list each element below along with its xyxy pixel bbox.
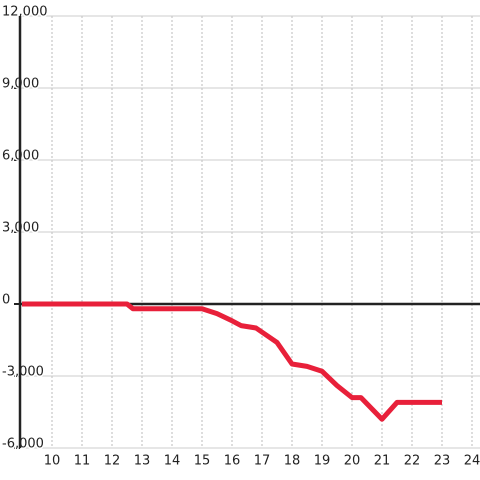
x-tick-label: 22 — [404, 454, 421, 469]
x-tick-label: 21 — [374, 454, 391, 469]
x-tick-label: 17 — [254, 454, 271, 469]
x-tick-label: 20 — [344, 454, 361, 469]
x-tick-label: 15 — [194, 454, 211, 469]
x-tick-label: 24 — [464, 454, 480, 469]
y-tick-label: -6,000 — [2, 437, 44, 452]
x-tick-label: 13 — [134, 454, 151, 469]
x-tick-label: 14 — [164, 454, 181, 469]
x-tick-label: 16 — [224, 454, 241, 469]
x-tick-label: 19 — [314, 454, 331, 469]
x-tick-label: 10 — [44, 454, 61, 469]
y-tick-label: 12,000 — [2, 5, 48, 20]
y-tick-label: -3,000 — [2, 365, 44, 380]
y-tick-label: 0 — [2, 293, 10, 308]
x-tick-label: 12 — [104, 454, 121, 469]
x-tick-label: 11 — [74, 454, 91, 469]
x-tick-label: 18 — [284, 454, 301, 469]
data-line — [22, 301, 442, 422]
x-tick-label: 23 — [434, 454, 451, 469]
